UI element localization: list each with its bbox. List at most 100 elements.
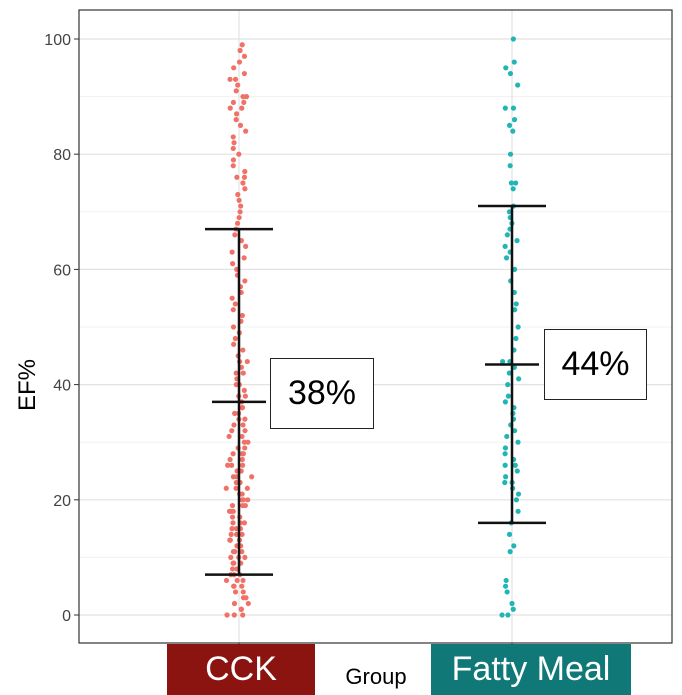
data-point-cck — [228, 462, 235, 468]
data-point-fatty-meal — [505, 382, 511, 388]
data-point-cck — [241, 520, 248, 526]
data-point-cck — [244, 358, 250, 365]
data-point-cck — [226, 433, 232, 440]
data-point-cck — [240, 422, 246, 428]
data-point-cck — [241, 99, 247, 105]
data-point-cck — [239, 456, 245, 463]
data-point-fatty-meal — [515, 508, 521, 514]
data-point-cck — [229, 295, 235, 301]
x-axis-title: Group — [345, 664, 407, 689]
data-point-cck — [235, 191, 241, 198]
data-point-cck — [239, 583, 245, 589]
data-point-cck — [242, 445, 248, 451]
group-label-fatty-meal: Fatty Meal — [431, 644, 631, 695]
data-point-cck — [236, 151, 242, 157]
data-point-cck — [232, 589, 239, 595]
data-point-cck — [233, 479, 239, 486]
data-point-fatty-meal — [506, 209, 513, 215]
data-point-cck — [233, 370, 239, 376]
group-label-cck: CCK — [167, 644, 315, 695]
data-point-cck — [224, 612, 230, 618]
data-point-fatty-meal — [514, 238, 520, 244]
data-point-cck — [245, 497, 251, 503]
data-point-cck — [231, 422, 237, 428]
data-point-cck — [229, 514, 236, 520]
data-point-cck — [236, 59, 243, 65]
data-point-cck — [232, 335, 238, 342]
data-point-fatty-meal — [499, 612, 505, 618]
data-point-cck — [234, 174, 240, 180]
data-point-cck — [239, 312, 245, 319]
data-point-cck — [239, 42, 245, 48]
data-point-cck — [241, 53, 248, 59]
data-point-fatty-meal — [507, 163, 513, 169]
y-axis-title: EF% — [14, 359, 41, 412]
data-point-fatty-meal — [511, 543, 517, 549]
data-point-cck — [233, 117, 239, 123]
data-point-fatty-meal — [510, 105, 517, 111]
data-point-fatty-meal — [507, 70, 514, 77]
data-point-cck — [227, 76, 233, 82]
data-point-cck — [243, 128, 249, 134]
data-point-fatty-meal — [516, 376, 522, 382]
data-point-fatty-meal — [515, 491, 522, 497]
data-point-fatty-meal — [511, 266, 518, 272]
data-point-cck — [231, 583, 237, 589]
data-point-fatty-meal — [502, 479, 508, 486]
data-point-fatty-meal — [512, 307, 518, 313]
data-point-cck — [229, 566, 236, 572]
y-tick-label: 100 — [44, 32, 71, 49]
data-point-cck — [242, 186, 248, 192]
annotation-box-cck: 38% — [270, 358, 374, 429]
y-tick-label: 40 — [53, 378, 71, 395]
data-point-cck — [237, 47, 243, 54]
data-point-cck — [242, 278, 248, 284]
data-point-cck — [242, 554, 248, 561]
data-point-cck — [231, 612, 237, 618]
data-point-fatty-meal — [507, 151, 514, 157]
data-point-cck — [237, 122, 244, 128]
data-point-fatty-meal — [513, 497, 520, 503]
data-point-fatty-meal — [512, 462, 518, 468]
data-point-cck — [236, 214, 242, 221]
data-point-cck — [230, 324, 237, 330]
data-point-fatty-meal — [500, 358, 506, 365]
data-point-cck — [241, 387, 247, 393]
data-point-fatty-meal — [513, 180, 519, 186]
data-point-cck — [230, 99, 237, 105]
data-point-cck — [234, 111, 240, 117]
data-point-cck — [232, 232, 238, 238]
data-point-fatty-meal — [512, 428, 518, 434]
data-point-cck — [231, 341, 237, 347]
data-point-fatty-meal — [513, 335, 519, 342]
data-point-cck — [229, 428, 235, 434]
data-point-fatty-meal — [504, 232, 510, 238]
data-point-cck — [245, 439, 251, 445]
data-point-cck — [238, 606, 244, 612]
data-point-cck — [234, 220, 241, 226]
data-point-cck — [229, 502, 236, 509]
data-point-cck — [238, 203, 244, 209]
data-point-cck — [242, 168, 248, 175]
data-point-fatty-meal — [502, 445, 509, 451]
data-point-fatty-meal — [510, 128, 516, 134]
data-point-fatty-meal — [515, 82, 521, 88]
data-point-fatty-meal — [505, 393, 512, 399]
data-point-cck — [240, 612, 246, 618]
data-point-cck — [242, 393, 248, 399]
data-point-fatty-meal — [511, 117, 518, 123]
data-point-cck — [230, 451, 236, 457]
data-point-cck — [241, 255, 247, 261]
data-point-cck — [245, 600, 251, 607]
data-point-fatty-meal — [506, 531, 513, 537]
data-point-cck — [231, 140, 237, 146]
data-point-fatty-meal — [503, 65, 509, 71]
data-point-cck — [243, 94, 250, 100]
data-point-fatty-meal — [515, 439, 521, 445]
y-tick-label: 80 — [53, 147, 71, 164]
data-point-cck — [230, 163, 236, 169]
data-point-cck — [237, 209, 243, 215]
data-point-cck — [242, 428, 248, 434]
data-point-fatty-meal — [505, 612, 511, 618]
data-point-cck — [236, 197, 242, 203]
